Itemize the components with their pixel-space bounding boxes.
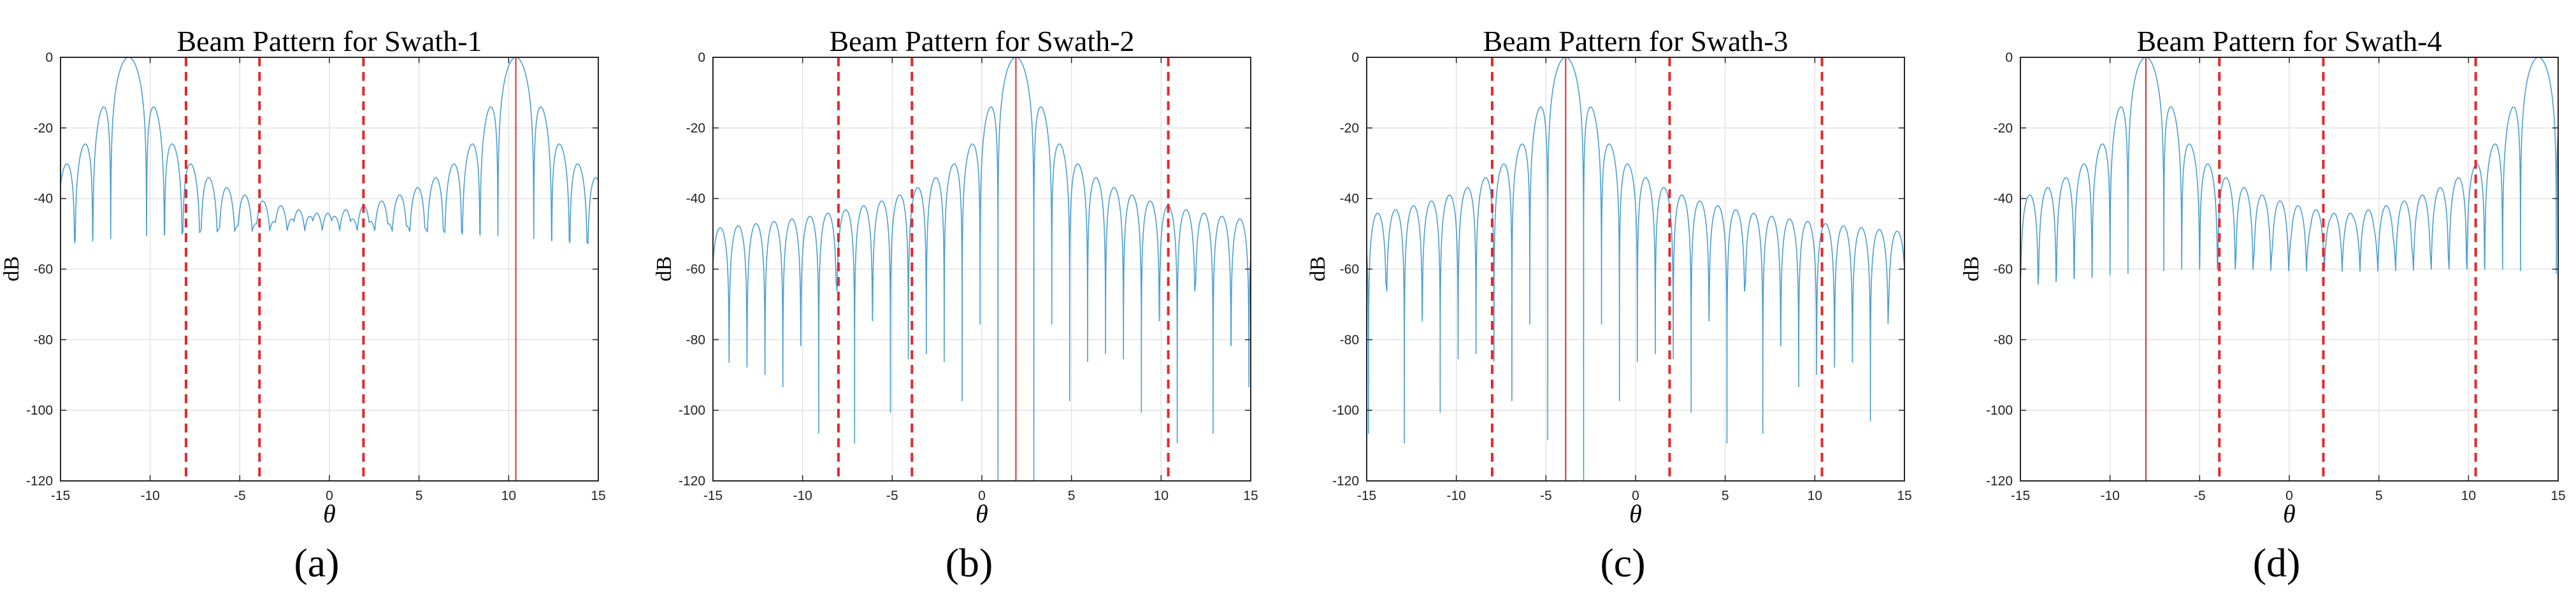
panel-c: Beam Pattern for Swath-3 -15 -10 -5 0 5 10 15 0… (1306, 25, 1912, 585)
tick-layer: -15 -10 -5 0 5 10 15 0 -20 -40 -60 -80 -100 -120 (26, 50, 606, 503)
y-tick-label: -40 (1340, 192, 1359, 206)
y-axis-label: dB (1960, 256, 1983, 282)
beam-pattern-trace (2020, 57, 2559, 285)
y-tick-label: -80 (1340, 332, 1359, 347)
y-tick-label: -100 (1332, 403, 1359, 418)
marker-layer (2145, 57, 2477, 481)
x-axis-label: θ (975, 499, 988, 528)
trace-layer (2020, 57, 2559, 285)
y-tick-label: -20 (34, 121, 53, 136)
x-tick-label: 0 (2285, 489, 2293, 503)
marker-layer (837, 57, 1170, 481)
x-tick-label: 5 (2375, 489, 2383, 503)
trace-layer (712, 57, 1251, 482)
y-tick-label: -20 (1994, 121, 2013, 136)
chart-title: Beam Pattern for Swath-2 (829, 25, 1134, 57)
x-axis-label: θ (1629, 499, 1642, 528)
y-tick-label: -120 (1332, 474, 1359, 489)
x-tick-label: 10 (2461, 489, 2476, 503)
x-axis-label: θ (2283, 499, 2296, 528)
x-tick-label: 15 (2551, 489, 2565, 503)
x-tick-label: 15 (591, 489, 605, 503)
y-tick-label: -100 (1986, 403, 2013, 418)
grid (2020, 57, 2558, 481)
marker-layer (1490, 57, 1824, 481)
grid (61, 57, 598, 481)
x-tick-label: 0 (1632, 489, 1639, 503)
y-tick-label: 0 (1351, 50, 1359, 65)
y-tick-label: 0 (45, 50, 53, 65)
tick-layer: -15 -10 -5 0 5 10 15 0 -20 -40 -60 -80 -100 -120 (679, 50, 1258, 503)
x-tick-label: 5 (1722, 489, 1729, 503)
y-tick-label: -80 (1994, 332, 2013, 347)
chart-title: Beam Pattern for Swath-1 (176, 25, 482, 57)
marker-layer (184, 57, 517, 481)
x-tick-label: 0 (978, 489, 986, 503)
y-tick-label: -80 (686, 332, 705, 347)
grid (1367, 57, 1904, 481)
x-tick-label: -15 (703, 489, 723, 503)
y-tick-label: -60 (686, 262, 705, 277)
panel-d: Beam Pattern for Swath-4 -15 -10 -5 0 5 10 15 0… (1960, 25, 2566, 585)
trace-layer (60, 57, 599, 245)
x-tick-label: -10 (1446, 489, 1465, 503)
y-tick-label: -100 (679, 403, 705, 418)
chart-title: Beam Pattern for Swath-4 (2136, 25, 2442, 57)
x-tick-label: 10 (1154, 489, 1169, 503)
y-tick-label: -40 (686, 192, 705, 206)
x-tick-label: 10 (501, 489, 516, 503)
y-tick-label: -80 (34, 332, 53, 347)
panel-label: (c) (1600, 540, 1645, 585)
x-tick-label: -10 (2100, 489, 2119, 503)
y-tick-label: -100 (26, 403, 53, 418)
panel-label: (d) (2253, 540, 2301, 585)
y-tick-label: -60 (1340, 262, 1359, 277)
y-tick-label: -60 (1994, 262, 2013, 277)
chart-title: Beam Pattern for Swath-3 (1483, 25, 1788, 57)
x-tick-label: -10 (140, 489, 159, 503)
x-tick-label: -10 (793, 489, 812, 503)
y-tick-label: -20 (686, 121, 705, 136)
tick-layer: -15 -10 -5 0 5 10 15 0 -20 -40 -60 -80 -100 -120 (1332, 50, 1912, 503)
y-tick-label: -120 (1986, 474, 2013, 489)
x-tick-label: 5 (415, 489, 423, 503)
panel-label: (b) (946, 540, 993, 585)
y-tick-label: -120 (679, 474, 705, 489)
x-tick-label: -5 (1540, 489, 1552, 503)
x-tick-label: 5 (1068, 489, 1076, 503)
y-axis-label: dB (1306, 256, 1330, 282)
y-tick-label: 0 (698, 50, 705, 65)
panel-a: Beam Pattern for Swath-1 -15 -10 -5 0 5 10 15 0… (0, 25, 606, 585)
x-tick-label: 10 (1808, 489, 1822, 503)
tick-layer: -15 -10 -5 0 5 10 15 0 -20 -40 -60 -80 -100 -120 (1986, 50, 2566, 503)
x-tick-label: -15 (1357, 489, 1376, 503)
y-axis-label: dB (0, 256, 24, 282)
x-tick-label: 0 (326, 489, 333, 503)
x-tick-label: 15 (1897, 489, 1911, 503)
y-tick-label: -120 (26, 474, 53, 489)
x-tick-label: 15 (1243, 489, 1258, 503)
x-axis-label: θ (323, 499, 336, 528)
trace-layer (1366, 57, 1905, 482)
beam-pattern-trace (60, 57, 599, 245)
beam-pattern-trace (1366, 57, 1905, 482)
y-axis-label: dB (652, 256, 676, 282)
x-tick-label: -15 (51, 489, 70, 503)
grid (713, 57, 1251, 481)
y-tick-label: 0 (2005, 50, 2013, 65)
y-tick-label: -40 (34, 192, 53, 206)
x-tick-label: -5 (2194, 489, 2206, 503)
y-tick-label: -60 (34, 262, 53, 277)
panel-b: Beam Pattern for Swath-2 -15 -10 -5 0 5 10 15 0… (652, 25, 1258, 585)
beam-pattern-trace (712, 57, 1251, 482)
panel-label: (a) (294, 540, 339, 585)
y-tick-label: -20 (1340, 121, 1359, 136)
x-tick-label: -15 (2011, 489, 2030, 503)
x-tick-label: -5 (886, 489, 898, 503)
x-tick-label: -5 (234, 489, 246, 503)
y-tick-label: -40 (1994, 192, 2013, 206)
